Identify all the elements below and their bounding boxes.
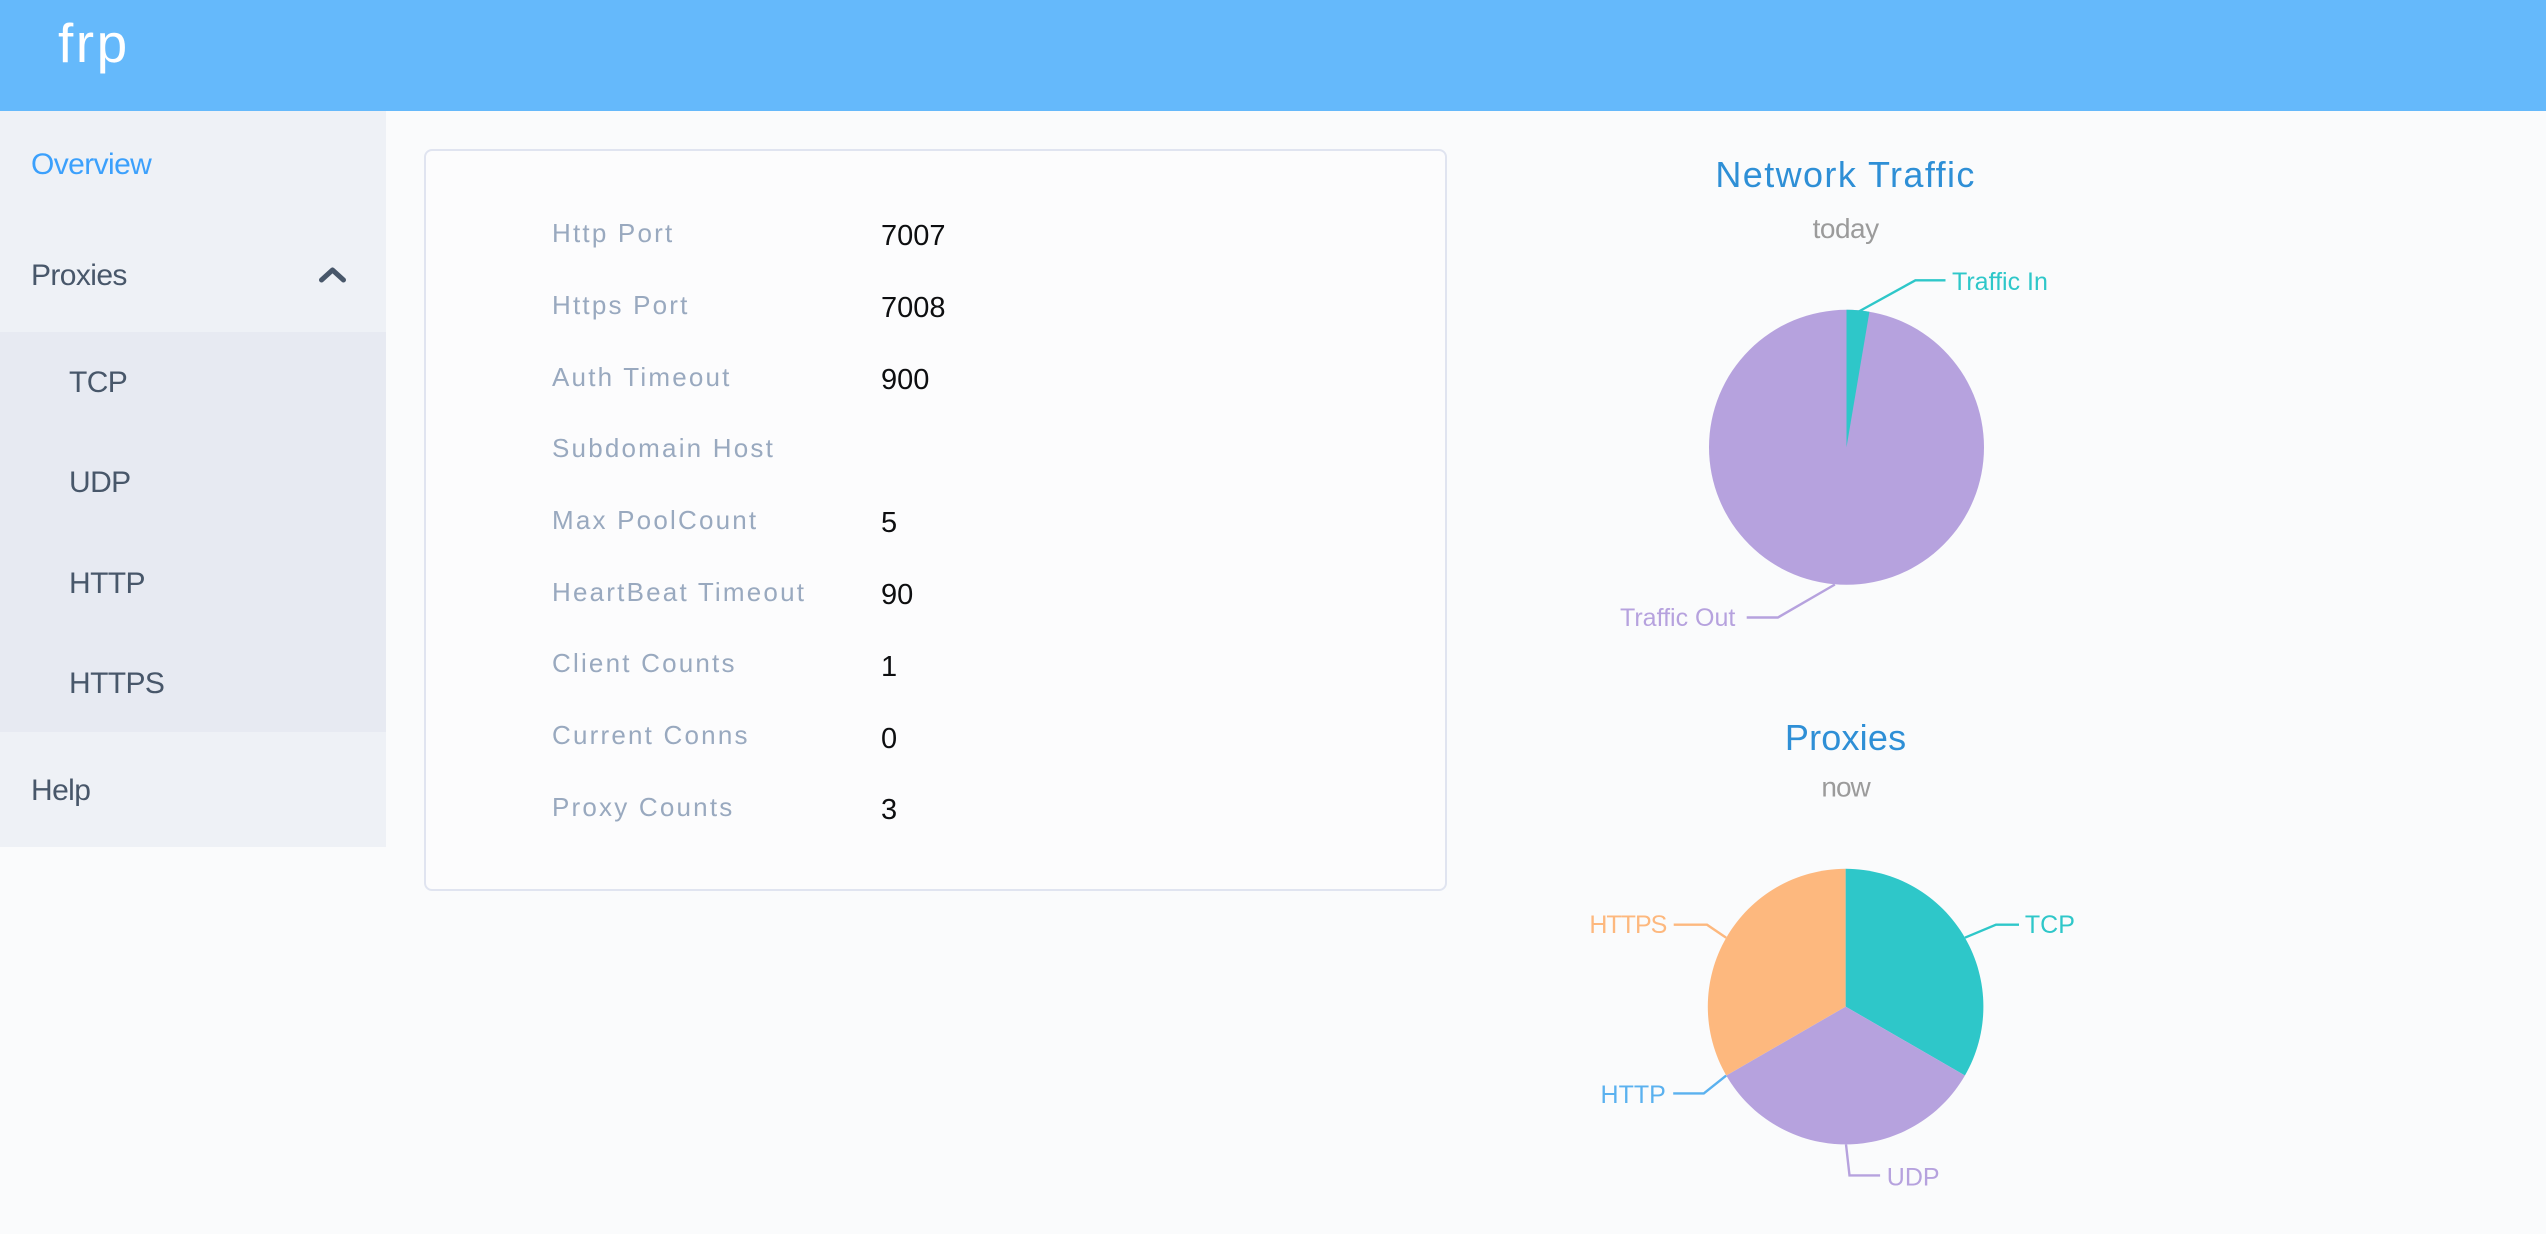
svg-text:today: today bbox=[1813, 213, 1879, 244]
svg-text:UDP: UDP bbox=[1887, 1164, 1940, 1192]
svg-text:Network Traffic: Network Traffic bbox=[1715, 154, 1975, 195]
svg-text:TCP: TCP bbox=[2025, 911, 2075, 939]
svg-text:Proxies: Proxies bbox=[1785, 717, 1906, 758]
svg-text:Traffic Out: Traffic Out bbox=[1620, 604, 1735, 632]
svg-text:HTTP: HTTP bbox=[1601, 1081, 1666, 1109]
svg-text:HTTPS: HTTPS bbox=[1589, 911, 1666, 939]
svg-text:now: now bbox=[1821, 772, 1871, 803]
svg-text:Traffic In: Traffic In bbox=[1952, 268, 2048, 296]
